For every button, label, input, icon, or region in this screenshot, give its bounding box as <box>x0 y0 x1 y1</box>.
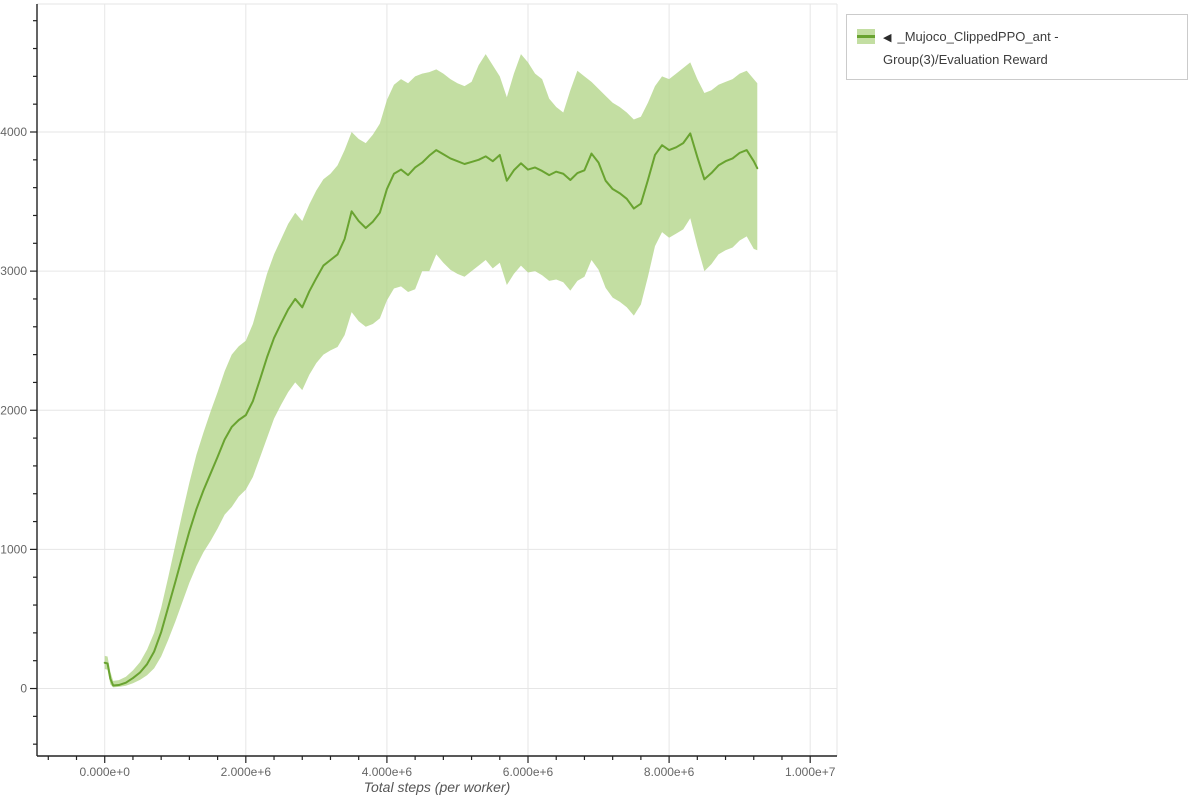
mean-line <box>103 132 759 687</box>
x-axis-title: Total steps (per worker) <box>364 779 511 795</box>
legend-label: ◀ _Mujoco_ClippedPPO_ant - Group(3)/Evalu… <box>883 26 1177 70</box>
y-tick-label: 3000 <box>0 264 27 278</box>
legend-series-name: _Mujoco_ClippedPPO_ant - Group(3)/Evalua… <box>883 29 1059 67</box>
tick-labels: 0.000e+0 2.000e+6 4.000e+6 6.000e+6 8.000e+6… <box>0 125 835 779</box>
y-tick-label: 2000 <box>0 403 27 417</box>
axis-ticks <box>30 20 811 763</box>
x-tick-label: 0.000e+0 <box>80 765 131 779</box>
legend-item-evaluation-reward[interactable]: ◀ _Mujoco_ClippedPPO_ant - Group(3)/Evalu… <box>857 26 1177 70</box>
x-tick-label: 4.000e+6 <box>362 765 413 779</box>
x-tick-label: 1.000e+7 <box>785 765 836 779</box>
legend-swatch-line-icon <box>857 35 875 38</box>
y-tick-label: 0 <box>20 682 27 696</box>
legend-swatch-band-icon <box>857 29 875 44</box>
x-tick-label: 6.000e+6 <box>503 765 554 779</box>
y-tick-label: 4000 <box>0 125 27 139</box>
x-tick-label: 2.000e+6 <box>221 765 272 779</box>
confidence-band <box>104 54 758 688</box>
y-tick-label: 1000 <box>0 542 27 556</box>
legend-collapse-marker-icon: ◀ <box>883 32 892 44</box>
legend: ◀ _Mujoco_ClippedPPO_ant - Group(3)/Evalu… <box>846 14 1188 80</box>
x-tick-label: 8.000e+6 <box>644 765 695 779</box>
